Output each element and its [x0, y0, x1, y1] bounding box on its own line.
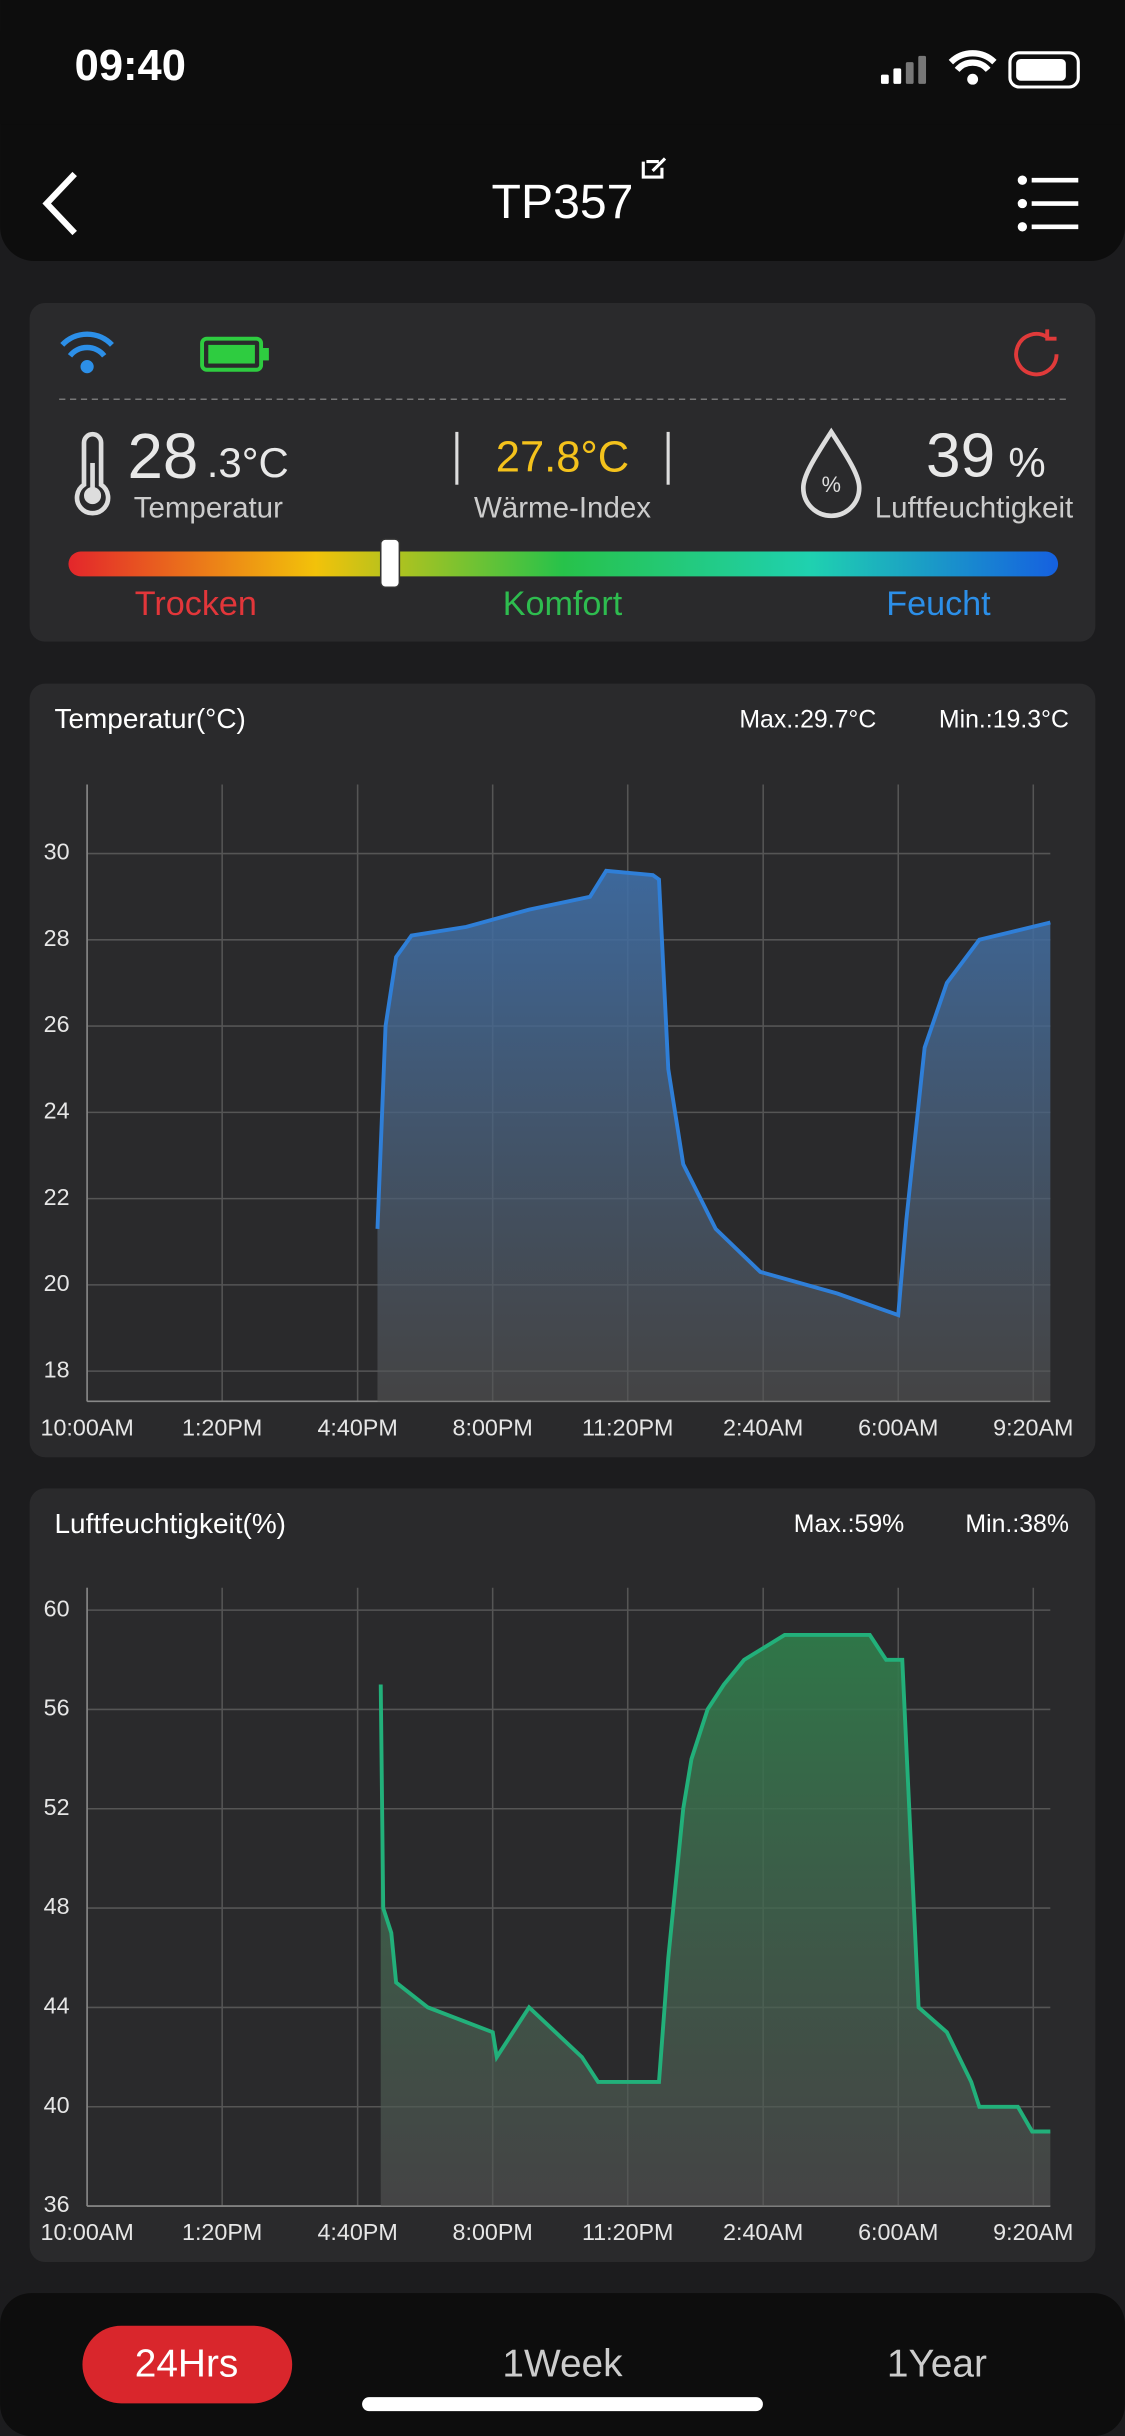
chart-max: Max.:59%: [794, 1511, 904, 1538]
wifi-icon: [60, 331, 114, 374]
line: [378, 1633, 1051, 2134]
area: [380, 1634, 1051, 2207]
y-tick-label: 28: [44, 925, 70, 951]
status-bar: [0, 0, 1125, 125]
heat-index-label: Wärme-Index: [474, 491, 651, 524]
device-title: TP357: [492, 175, 634, 229]
wet-label: Feucht: [886, 585, 991, 623]
svg-text:%: %: [822, 472, 841, 497]
x-tick-label: 6:00AM: [858, 2219, 938, 2245]
x-tick-label: 8:00PM: [453, 2219, 533, 2245]
x-tick-label: 8:00PM: [453, 1414, 533, 1440]
chart-title: Luftfeuchtigkeit(%): [54, 1508, 286, 1539]
humidity-value: 39: [926, 421, 995, 490]
temperature-fraction: .3°C: [207, 439, 289, 486]
y-tick-label: 52: [44, 1794, 70, 1820]
back-button[interactable]: [42, 171, 77, 236]
clock: 09:40: [75, 42, 186, 90]
tab-selected[interactable]: [82, 2325, 293, 2404]
y-tick-label: 36: [44, 2191, 70, 2217]
y-tick-label: 18: [44, 1356, 70, 1382]
x-tick-label: 10:00AM: [40, 1414, 133, 1440]
y-tick-label: 56: [44, 1695, 70, 1721]
dry-label: Trocken: [135, 585, 257, 623]
x-tick-label: 9:20AM: [993, 1414, 1073, 1440]
x-tick-label: 1:20PM: [182, 2219, 262, 2245]
chart-min: Min.:38%: [965, 1511, 1069, 1538]
x-tick-label: 11:20PM: [582, 1414, 674, 1440]
tab[interactable]: 1Year: [887, 2342, 987, 2385]
y-tick-label: 26: [44, 1011, 70, 1037]
charts: Temperatur(°C) Min.:19.3°C Max.:29.7°C 18 20…: [29, 683, 1096, 2262]
temperature-label: Temperatur: [134, 491, 283, 524]
y-tick-label: 22: [44, 1184, 70, 1210]
temperature-value: 28: [128, 421, 199, 492]
comfort-scale: [68, 551, 1059, 577]
chart-min: Min.:19.3°C: [939, 706, 1069, 733]
menu-button[interactable]: [1017, 175, 1079, 232]
y-tick-label: 44: [44, 1993, 70, 2019]
x-tick-label: 9:20AM: [993, 2219, 1073, 2245]
y-tick-label: 24: [44, 1098, 70, 1124]
tab-bar: [0, 2293, 1125, 2436]
x-tick-label: 4:40PM: [317, 2219, 397, 2245]
chart-max: Max.:29.7°C: [739, 706, 876, 733]
x-tick-label: 11:20PM: [582, 2219, 674, 2245]
refresh-button[interactable]: [1014, 329, 1059, 377]
humidity-unit: %: [1008, 439, 1045, 486]
humidity-icon: %: [800, 427, 862, 519]
chart-title: Temperatur(°C): [54, 703, 245, 734]
y-tick-label: 40: [44, 2092, 70, 2118]
heat-index-value: 27.8°C: [496, 433, 629, 481]
y-tick-label: 60: [44, 1595, 70, 1621]
tab[interactable]: 1Week: [502, 2342, 623, 2385]
x-tick-label: 2:40AM: [723, 1414, 803, 1440]
x-tick-label: 2:40AM: [723, 2219, 803, 2245]
humidity-label: Luftfeuchtigkeit: [875, 491, 1073, 524]
tab[interactable]: 24Hrs: [135, 2342, 239, 2385]
battery-icon: [200, 336, 269, 372]
comfort-label: Komfort: [503, 585, 623, 623]
edit-icon[interactable]: [641, 157, 667, 179]
y-tick-label: 30: [44, 839, 70, 865]
line: [375, 868, 1051, 1318]
x-tick-label: 1:20PM: [182, 1414, 262, 1440]
status-icons: [880, 50, 1080, 89]
comfort-marker: [379, 538, 401, 589]
thermometer-icon: [74, 431, 111, 516]
y-tick-label: 20: [44, 1270, 70, 1296]
x-tick-label: 4:40PM: [317, 1414, 397, 1440]
x-tick-label: 6:00AM: [858, 1414, 938, 1440]
area: [377, 870, 1051, 1402]
x-tick-label: 10:00AM: [40, 2219, 133, 2245]
home-indicator: [362, 2397, 763, 2412]
y-tick-label: 48: [44, 1893, 70, 1919]
